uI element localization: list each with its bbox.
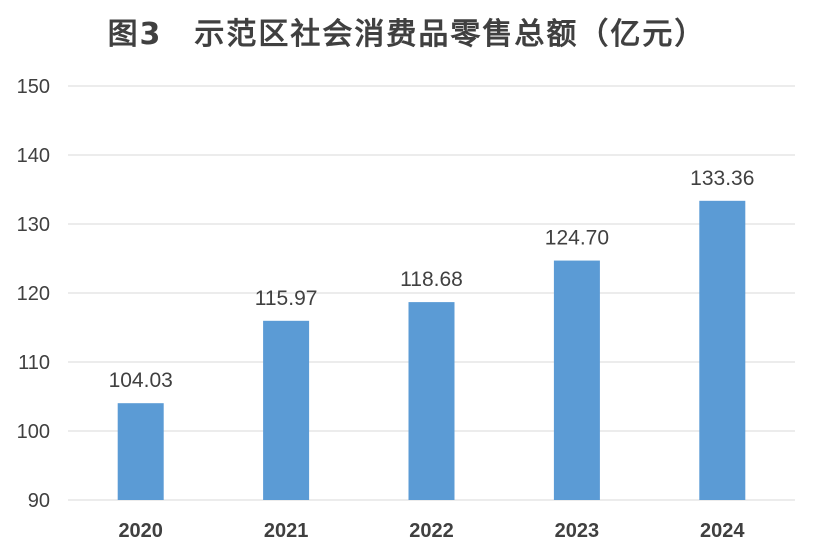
data-label: 133.36 <box>690 167 754 190</box>
y-tick-label: 130 <box>17 214 50 236</box>
x-tick-label: 2023 <box>555 520 600 542</box>
y-tick-label: 100 <box>17 421 50 443</box>
y-tick-label: 150 <box>17 76 50 98</box>
bar-2023 <box>553 260 600 500</box>
y-axis-tick-labels: 90 100 110 120 130 140 150 <box>17 76 50 512</box>
y-tick-label: 110 <box>18 352 50 374</box>
chart-title: 图3 示范区社会消费品零售总额（亿元） <box>107 17 707 52</box>
y-tick-label: 90 <box>28 490 50 512</box>
data-labels: 104.03 115.97 118.68 124.70 133.36 <box>109 167 755 392</box>
data-label: 104.03 <box>109 369 173 392</box>
data-label: 118.68 <box>400 268 463 291</box>
data-label: 124.70 <box>545 227 609 250</box>
y-tick-label: 140 <box>17 145 50 167</box>
bars <box>117 200 746 501</box>
x-tick-label: 2024 <box>700 520 745 542</box>
bar-2024 <box>699 200 746 501</box>
bar-2022 <box>408 302 455 500</box>
bar-2021 <box>263 320 310 500</box>
bar-2020 <box>117 403 164 500</box>
x-axis-category-labels: 2020 2021 2022 2023 2024 <box>118 520 745 542</box>
data-label: 115.97 <box>255 287 318 310</box>
y-tick-label: 120 <box>17 283 50 305</box>
x-tick-label: 2021 <box>264 520 309 542</box>
x-tick-label: 2022 <box>409 520 454 542</box>
x-tick-label: 2020 <box>118 520 163 542</box>
